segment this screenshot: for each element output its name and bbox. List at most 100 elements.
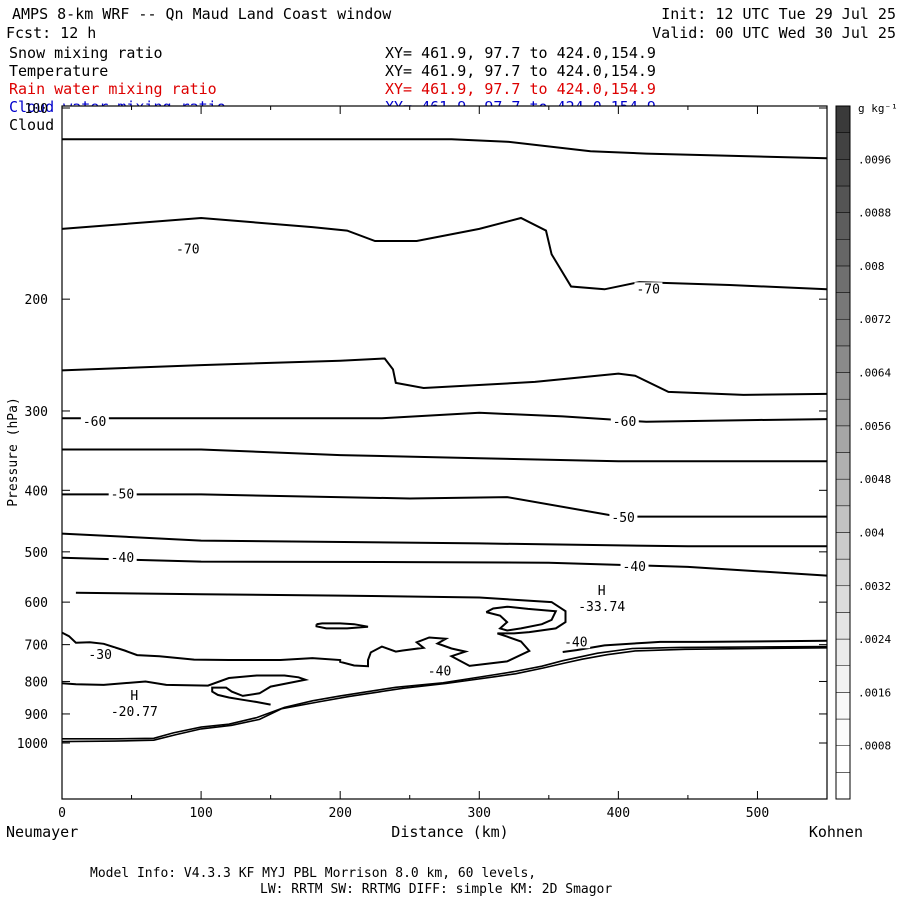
colorbar-tick-label: .0056 xyxy=(858,420,891,433)
forecast-hour: Fcst: 12 h xyxy=(6,24,96,42)
contour-label-bg xyxy=(609,510,638,524)
colorbar-tick-label: .0072 xyxy=(858,313,891,326)
field-xy: XY= 461.9, 97.7 to 424.0,154.9 xyxy=(385,62,656,80)
model-info-line1: Model Info: V4.3.3 KF MYJ PBL Morrison 8… xyxy=(90,866,536,881)
y-tick-label: 200 xyxy=(25,293,48,308)
terrain-line xyxy=(62,645,828,740)
colorbar-cell xyxy=(835,265,851,293)
x-tick-label: 300 xyxy=(468,806,491,821)
contour-label: -50 xyxy=(611,511,634,526)
contour-label: -50 xyxy=(111,487,134,502)
colorbar-cells xyxy=(835,105,851,800)
contour-label: -70 xyxy=(176,242,199,257)
contour-label-bg xyxy=(610,414,639,428)
x-start-label: Neumayer xyxy=(6,823,78,841)
contour-label: -40 xyxy=(623,560,646,575)
contour-label: -40 xyxy=(111,551,134,566)
temperature-contour xyxy=(62,493,827,518)
y-axis-label: Pressure (hPa) xyxy=(6,397,21,507)
colorbar-cell xyxy=(835,532,851,560)
contour-label: -40 xyxy=(428,664,451,679)
colorbar-tick-label: .0096 xyxy=(858,153,891,166)
y-tick-label: 1000 xyxy=(17,737,48,752)
colorbar-tick-label: .004 xyxy=(858,526,885,539)
x-tick-label: 0 xyxy=(58,806,66,821)
temperature-contour xyxy=(61,556,828,577)
colorbar-cell xyxy=(835,452,851,480)
x-end-label: Kohnen xyxy=(809,823,863,841)
x-axis: 0 100 200 300 400 500 xyxy=(58,106,769,821)
extremum-value: -33.74 xyxy=(578,600,625,615)
contour-label-bg xyxy=(80,414,109,428)
x-tick-label: 200 xyxy=(328,806,351,821)
extremum-label: H xyxy=(130,689,138,704)
field-name: Snow mixing ratio xyxy=(9,44,163,62)
colorbar-cell xyxy=(835,159,851,187)
colorbar-frame xyxy=(835,105,851,800)
colorbar-tick-label: .0016 xyxy=(858,686,891,699)
colorbar-cell xyxy=(835,665,851,693)
y-tick-label: 800 xyxy=(25,675,48,690)
colorbar-cell xyxy=(835,612,851,640)
extremum-value: -20.77 xyxy=(111,705,158,720)
colorbar-tick-label: .0008 xyxy=(858,740,891,753)
colorbar-cell xyxy=(835,505,851,533)
model-info-line2: LW: RRTM SW: RRTMG DIFF: simple KM: 2D S… xyxy=(260,882,612,897)
y-tick-label: 400 xyxy=(25,484,48,499)
field-name: Temperature xyxy=(9,62,108,80)
y-tick-label: 100 xyxy=(25,102,48,117)
contour-labels: -70 -70 -60 -60 -50 -50 -40 -40 -40 -40 -30 xyxy=(80,242,663,679)
colorbar-cell xyxy=(835,638,851,666)
colorbar-cell xyxy=(835,239,851,267)
colorbar-cell xyxy=(835,372,851,400)
colorbar-cell xyxy=(835,345,851,373)
y-axis: 100 200 300 400 500 600 700 800 900 1000 xyxy=(17,102,827,752)
colorbar-cell xyxy=(835,185,851,213)
contour-label: -30 xyxy=(88,648,111,663)
contour-label: -40 xyxy=(564,635,587,650)
temperature-contour xyxy=(61,674,310,706)
x-tick-label: 400 xyxy=(607,806,630,821)
colorbar-cell xyxy=(835,105,851,133)
colorbar-unit: g kg⁻¹ xyxy=(858,102,898,115)
temperature-contour xyxy=(61,216,828,291)
colorbar-cell xyxy=(835,212,851,240)
colorbar-tick-label: .0032 xyxy=(858,580,891,593)
colorbar-cell xyxy=(835,772,851,800)
colorbar-tick-label: .0048 xyxy=(858,473,891,486)
colorbar-cell xyxy=(835,718,851,746)
colorbar-tick-label: .0024 xyxy=(858,633,891,646)
temperature-contour xyxy=(62,448,827,463)
colorbar-cell xyxy=(835,292,851,320)
temperature-contour xyxy=(485,605,558,632)
colorbar-cell xyxy=(835,398,851,427)
x-tick-label: 500 xyxy=(746,806,769,821)
temperature-contour xyxy=(62,411,828,423)
colorbar-cell xyxy=(835,585,851,613)
colorbar-cell xyxy=(835,692,851,720)
x-tick-label: 100 xyxy=(189,806,212,821)
temperature-contour xyxy=(62,138,828,160)
contour-label-bg xyxy=(634,282,663,296)
contour-label: -60 xyxy=(613,415,636,430)
y-tick-label: 600 xyxy=(25,596,48,611)
contour-label-bg xyxy=(108,487,137,501)
valid-time: Valid: 00 UTC Wed 30 Jul 25 xyxy=(652,24,896,42)
colorbar-cell xyxy=(835,132,851,160)
contour-label-bg xyxy=(86,648,115,662)
colorbar-cell xyxy=(835,558,851,587)
colorbar-tick-label: .008 xyxy=(858,260,885,273)
y-tick-label: 700 xyxy=(25,639,48,654)
extrema-markers: H-33.74H-20.77 xyxy=(111,584,625,720)
contour-label-bg xyxy=(108,550,137,564)
plot-frame xyxy=(61,105,828,800)
colorbar-cell xyxy=(835,318,851,347)
init-time: Init: 12 UTC Tue 29 Jul 25 xyxy=(661,5,896,23)
colorbar-tick-label: .0064 xyxy=(858,367,891,380)
field-xy: XY= 461.9, 97.7 to 424.0,154.9 xyxy=(385,80,656,98)
x-axis-label: Distance (km) xyxy=(391,823,508,841)
terrain-line xyxy=(61,647,828,743)
contour-label: -60 xyxy=(83,415,106,430)
colorbar-cell xyxy=(835,478,851,507)
temperature-contour xyxy=(61,591,567,668)
